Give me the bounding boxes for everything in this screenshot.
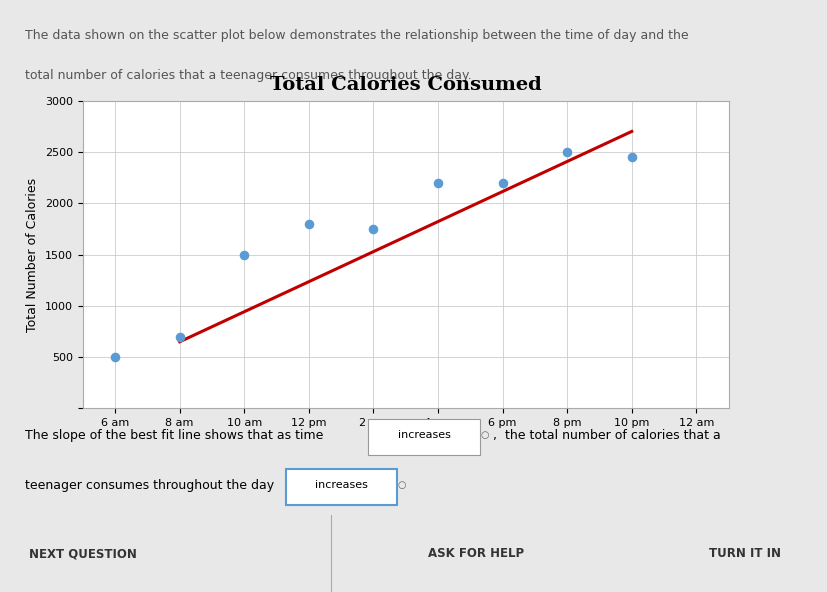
Point — [366, 224, 380, 234]
FancyBboxPatch shape — [368, 419, 480, 455]
Text: increases: increases — [398, 430, 450, 440]
Text: ○: ○ — [480, 430, 488, 440]
Point — [495, 178, 509, 188]
FancyBboxPatch shape — [285, 469, 397, 506]
Text: ,  the total number of calories that a: , the total number of calories that a — [492, 429, 719, 442]
Text: total number of calories that a teenager consumes throughout the day.: total number of calories that a teenager… — [25, 69, 471, 82]
Point — [431, 178, 444, 188]
X-axis label: Time: Time — [386, 434, 424, 448]
Point — [624, 152, 638, 162]
Y-axis label: Total Number of Calories: Total Number of Calories — [26, 178, 40, 332]
Point — [173, 332, 186, 342]
Text: teenager consumes throughout the day: teenager consumes throughout the day — [25, 479, 278, 492]
Point — [108, 352, 122, 362]
Point — [560, 147, 573, 157]
Text: increases: increases — [315, 480, 367, 490]
Title: Total Calories Consumed: Total Calories Consumed — [270, 76, 541, 94]
Text: The slope of the best fit line shows that as time: The slope of the best fit line shows tha… — [25, 429, 327, 442]
Point — [237, 250, 251, 259]
Text: ASK FOR HELP: ASK FOR HELP — [428, 547, 523, 560]
Point — [302, 219, 315, 229]
Text: ○: ○ — [397, 480, 405, 490]
Text: TURN IT IN: TURN IT IN — [709, 547, 780, 560]
Text: NEXT QUESTION: NEXT QUESTION — [29, 547, 136, 560]
Text: The data shown on the scatter plot below demonstrates the relationship between t: The data shown on the scatter plot below… — [25, 29, 687, 41]
